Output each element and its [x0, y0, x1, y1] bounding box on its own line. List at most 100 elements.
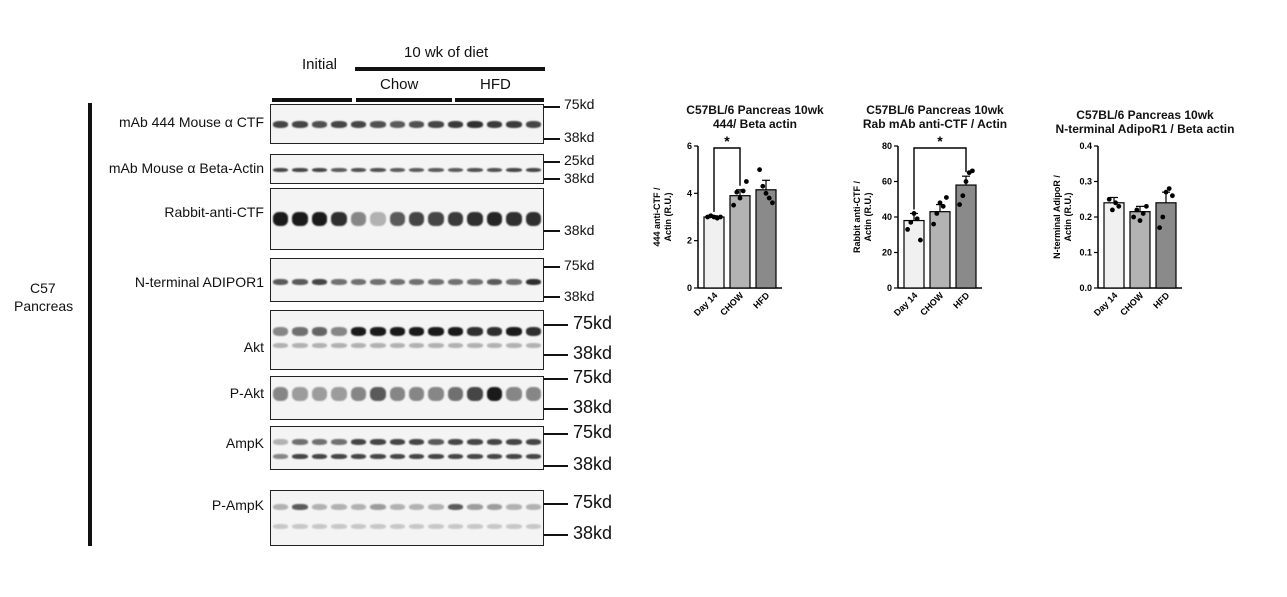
blot-band	[331, 523, 347, 529]
blot-image-beta-actin	[270, 154, 544, 184]
blot-band	[311, 343, 328, 349]
blot-band	[428, 343, 444, 349]
blot-band	[447, 343, 464, 349]
y-axis-label: 444 anti-CTF /	[652, 187, 662, 247]
marker-tick	[544, 178, 560, 180]
blot-band	[350, 279, 367, 286]
blot-band	[525, 386, 541, 401]
significance-bracket	[713, 147, 741, 212]
x-tick-label: HFD	[951, 290, 972, 311]
blot-band	[428, 453, 444, 459]
marker-tick	[544, 433, 568, 435]
blot-band	[486, 279, 503, 286]
blot-band	[389, 326, 405, 336]
blot-band	[467, 438, 483, 445]
marker-38kd: 38kd	[573, 397, 613, 417]
blot-band	[447, 279, 464, 286]
blot-label-akt: Akt	[243, 339, 264, 355]
blot-band	[331, 326, 347, 336]
blot-band	[467, 168, 483, 173]
blot-label-p-akt: P-Akt	[229, 385, 264, 401]
marker-38kd: 38kd	[564, 170, 595, 186]
data-point	[934, 211, 940, 216]
blot-band	[409, 279, 425, 286]
marker-38kd: 38kd	[564, 222, 595, 238]
data-point	[1131, 214, 1136, 220]
blot-band	[467, 453, 483, 459]
chart-title-line2: 444/ Beta actin	[712, 117, 798, 131]
blot-band	[311, 453, 328, 459]
blot-band	[350, 343, 367, 349]
header-hfd: HFD	[480, 76, 511, 93]
blot-band	[292, 504, 308, 511]
y-tick-label: 0	[687, 283, 692, 293]
blot-band	[311, 120, 328, 128]
marker-tick	[544, 106, 560, 108]
blot-band	[447, 523, 464, 529]
blot-band	[486, 386, 503, 401]
blot-band	[486, 523, 503, 529]
blot-band	[409, 438, 425, 445]
blot-band	[311, 279, 328, 286]
blot-band	[506, 343, 522, 349]
blot-image-akt	[270, 310, 544, 370]
bar	[1103, 202, 1125, 289]
blot-band	[331, 168, 347, 173]
blot-band	[292, 343, 308, 349]
data-point	[1157, 225, 1162, 231]
bar	[955, 184, 977, 289]
data-point	[908, 219, 914, 225]
blot-band	[292, 279, 308, 286]
tissue-bracket	[88, 103, 92, 546]
data-point	[1113, 200, 1118, 206]
blot-band	[273, 326, 289, 336]
x-tick-label: CHOW	[1118, 290, 1146, 318]
blot-band	[370, 343, 386, 349]
marker-tick	[544, 161, 560, 163]
data-point	[766, 195, 772, 201]
data-point	[744, 179, 749, 184]
marker-tick	[544, 503, 568, 505]
marker-tick	[544, 465, 568, 467]
blot-band	[506, 438, 522, 445]
data-point	[718, 214, 723, 220]
data-point	[918, 237, 923, 243]
blot-band	[292, 386, 308, 401]
blot-band	[350, 120, 367, 128]
data-point	[905, 227, 910, 232]
group-bar-chow	[356, 98, 452, 102]
marker-tick	[544, 378, 568, 380]
blot-band	[273, 453, 289, 459]
marker-38kd: 38kd	[564, 129, 595, 145]
blot-band	[447, 168, 464, 173]
blot-band	[428, 279, 444, 286]
blot-band	[273, 523, 289, 529]
data-point	[931, 221, 936, 227]
x-tick-label: HFD	[751, 290, 772, 311]
blot-band	[409, 386, 425, 401]
marker-75kd: 75kd	[573, 367, 613, 387]
blot-band	[428, 504, 444, 511]
blot-band	[273, 120, 289, 128]
blot-band	[525, 343, 541, 349]
blot-label-beta-actin: mAb Mouse α Beta-Actin	[108, 160, 264, 176]
blot-band	[467, 120, 483, 128]
marker-tick	[544, 138, 560, 140]
x-tick-label: CHOW	[918, 290, 946, 318]
group-bar-hfd	[455, 98, 544, 102]
blot-band	[311, 386, 328, 401]
blot-band	[486, 120, 503, 128]
blot-band	[311, 326, 328, 336]
y-tick-label: 6	[687, 141, 692, 151]
y-tick-label: 0	[887, 283, 892, 293]
blot-band	[506, 326, 522, 336]
blot-band	[525, 279, 541, 286]
blot-image-p-ampk	[270, 490, 544, 546]
significance-label: *	[937, 133, 943, 149]
blot-band	[292, 438, 308, 445]
blot-image-mab444	[270, 104, 544, 144]
data-point	[1144, 203, 1149, 209]
blot-band	[331, 279, 347, 286]
blot-band	[428, 386, 444, 401]
blot-band	[331, 343, 347, 349]
